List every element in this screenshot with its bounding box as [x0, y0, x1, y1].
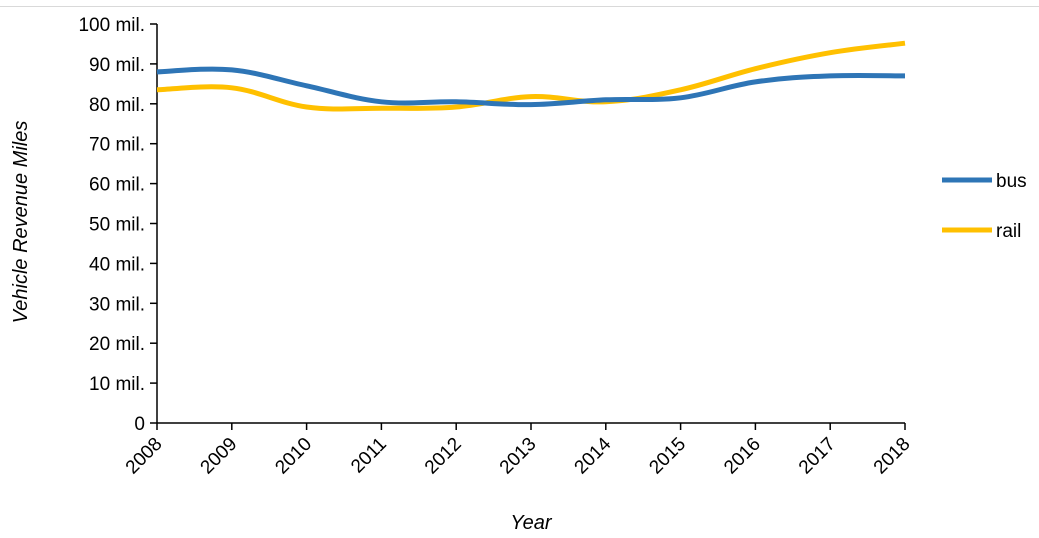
y-tick-label: 10 mil.: [89, 374, 145, 395]
x-tick-label: 2017: [795, 434, 840, 479]
x-tick-label: 2012: [421, 434, 466, 479]
x-tick-label: 2015: [645, 434, 690, 479]
series-lines: [156, 40, 906, 112]
y-axis-title: Vehicle Revenue Miles: [10, 121, 32, 324]
series-line-rail: [156, 40, 906, 112]
y-tick-label: 100 mil.: [78, 15, 145, 36]
y-tick-label: 90 mil.: [89, 55, 145, 76]
y-tick-label: 80 mil.: [89, 95, 145, 116]
x-tick-label: 2011: [347, 434, 391, 478]
x-axis-title: Year: [510, 512, 552, 534]
y-tick-label: 40 mil.: [89, 254, 145, 275]
y-tick-label: 50 mil.: [89, 215, 145, 236]
top-border: [0, 6, 1039, 7]
x-tick-label: 2014: [571, 433, 616, 478]
x-tick-label: 2009: [197, 434, 242, 479]
y-tick-label: 30 mil.: [89, 294, 145, 315]
axes: [150, 23, 906, 430]
x-tick-label: 2016: [720, 434, 765, 479]
y-tick-label: 20 mil.: [89, 334, 145, 355]
y-tick-label: 0: [134, 414, 145, 435]
y-tick-label: 70 mil.: [89, 135, 145, 156]
y-tick-label: 60 mil.: [89, 175, 145, 196]
x-tick-label: 2010: [271, 434, 316, 479]
series-line-bus: [156, 66, 906, 108]
x-tick-label: 2018: [870, 434, 915, 479]
legend: bus rail: [942, 171, 1027, 242]
x-tick-label: 2013: [496, 434, 541, 479]
x-tick-label: 2008: [122, 434, 167, 479]
tick-labels: 0 10 mil. 20 mil. 30 mil. 40 mil. 50 mil. 60 m…: [78, 15, 914, 478]
legend-label-bus: bus: [996, 171, 1027, 192]
legend-label-rail: rail: [996, 221, 1021, 242]
